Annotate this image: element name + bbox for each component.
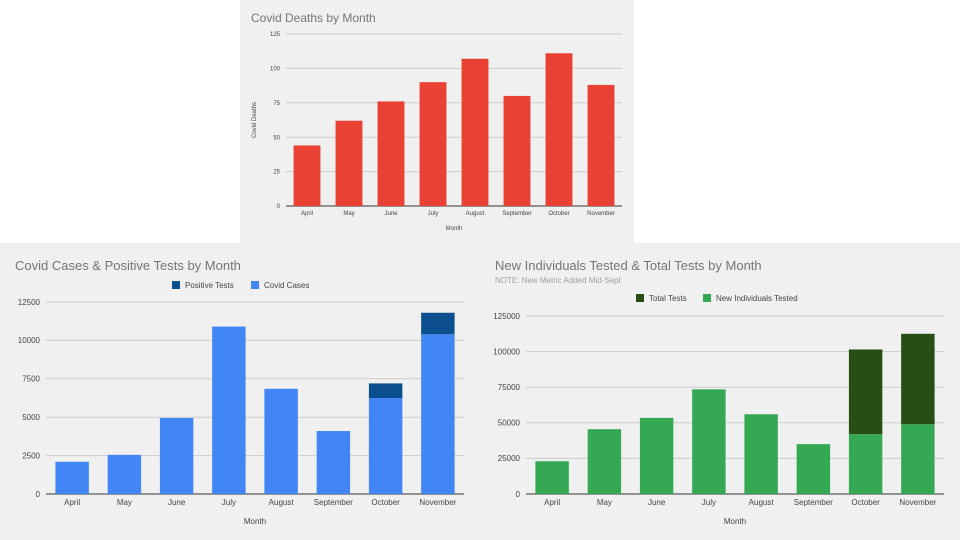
bar <box>848 349 883 435</box>
x-tick-label: August <box>466 211 485 217</box>
y-tick-label: 50000 <box>498 419 521 428</box>
y-tick-label: 2500 <box>22 451 40 460</box>
y-tick-label: 7500 <box>22 375 40 384</box>
x-tick-label: September <box>314 498 353 507</box>
chart-title: Covid Cases & Positive Tests by Month <box>15 258 241 273</box>
x-tick-label: April <box>64 498 80 507</box>
bar <box>377 101 405 206</box>
y-tick-label: 25000 <box>498 454 521 463</box>
x-tick-label: November <box>587 211 615 217</box>
tests-chart-svg: 0 25000 50000 75000 100000 125000 April May June… <box>493 294 944 526</box>
x-tick-label: October <box>371 498 400 507</box>
x-tick-label: October <box>548 211 569 217</box>
legend-label: New Individuals Tested <box>716 294 798 303</box>
bar <box>796 444 831 494</box>
deaths-chart-panel: Covid Deaths by Month 0 25 50 75 100 125 April… <box>240 0 634 243</box>
bar <box>55 461 89 494</box>
bar <box>535 461 569 494</box>
x-tick-label: May <box>343 211 354 217</box>
cases-chart-panel: Covid Cases & Positive Tests by Month 0 2… <box>0 243 480 540</box>
x-tick-label: September <box>502 211 531 217</box>
bar <box>503 95 531 206</box>
deaths-chart-svg: 0 25 50 75 100 125 April May June July August Septe… <box>252 32 622 232</box>
x-tick-label: April <box>301 211 313 217</box>
y-tick-label: 0 <box>277 204 281 210</box>
legend-label: Total Tests <box>649 294 687 303</box>
bar <box>692 389 726 494</box>
bar <box>293 145 321 206</box>
x-tick-label: May <box>597 498 612 507</box>
bar <box>461 58 489 206</box>
legend-swatch <box>703 294 711 302</box>
bar <box>212 326 246 494</box>
x-tick-label: August <box>749 498 775 507</box>
y-tick-label: 25 <box>273 170 280 176</box>
bar <box>639 417 674 494</box>
legend-swatch <box>251 281 259 289</box>
bar <box>421 312 455 335</box>
bar <box>744 414 778 494</box>
legend-swatch <box>636 294 644 302</box>
x-tick-label: July <box>222 498 236 507</box>
chart-subtitle: NOTE: New Metric Added Mid-Sept <box>495 276 621 285</box>
y-tick-label: 100000 <box>493 347 520 356</box>
y-tick-label: 0 <box>36 490 41 499</box>
tests-chart-panel: New Individuals Tested & Total Tests by … <box>480 243 960 540</box>
x-tick-label: April <box>544 498 560 507</box>
bar <box>335 120 363 206</box>
legend-swatch <box>172 281 180 289</box>
bar <box>901 424 935 494</box>
x-tick-label: November <box>419 498 456 507</box>
y-tick-label: 10000 <box>18 336 41 345</box>
y-tick-label: 125 <box>270 32 281 38</box>
y-axis-title: Covid Deaths <box>252 102 258 138</box>
chart-title: New Individuals Tested & Total Tests by … <box>495 258 762 273</box>
bar <box>545 53 573 206</box>
bar <box>107 454 142 494</box>
bar <box>587 429 622 494</box>
bar <box>264 388 298 494</box>
chart-title: Covid Deaths by Month <box>251 11 376 25</box>
cases-chart-svg: 0 2500 5000 7500 10000 12500 April May June July A… <box>18 281 464 526</box>
x-tick-label: June <box>168 498 186 507</box>
y-tick-label: 75 <box>273 101 280 107</box>
y-tick-label: 125000 <box>493 312 520 321</box>
y-tick-label: 75000 <box>498 383 521 392</box>
x-tick-label: July <box>428 211 439 217</box>
bar <box>368 398 403 494</box>
bar <box>848 434 883 494</box>
x-tick-label: October <box>851 498 880 507</box>
bar <box>421 334 455 494</box>
x-tick-label: September <box>794 498 833 507</box>
bar <box>368 383 403 398</box>
x-axis-title: Month <box>724 517 746 526</box>
bar <box>316 431 351 494</box>
x-tick-label: June <box>384 211 398 217</box>
bar <box>901 333 935 425</box>
y-tick-label: 50 <box>273 135 280 141</box>
y-tick-label: 100 <box>270 67 281 73</box>
legend-label: Covid Cases <box>264 281 309 290</box>
y-tick-label: 5000 <box>22 413 40 422</box>
y-tick-label: 12500 <box>18 298 41 307</box>
bar <box>419 82 447 206</box>
x-tick-label: July <box>702 498 716 507</box>
y-tick-label: 0 <box>516 490 521 499</box>
x-tick-label: August <box>269 498 295 507</box>
bar <box>587 84 615 206</box>
x-axis-title: Month <box>244 517 266 526</box>
x-tick-label: May <box>117 498 132 507</box>
legend-label: Positive Tests <box>185 281 234 290</box>
x-tick-label: November <box>899 498 936 507</box>
x-axis-title: Month <box>446 226 463 232</box>
x-tick-label: June <box>648 498 666 507</box>
bar <box>159 417 194 494</box>
